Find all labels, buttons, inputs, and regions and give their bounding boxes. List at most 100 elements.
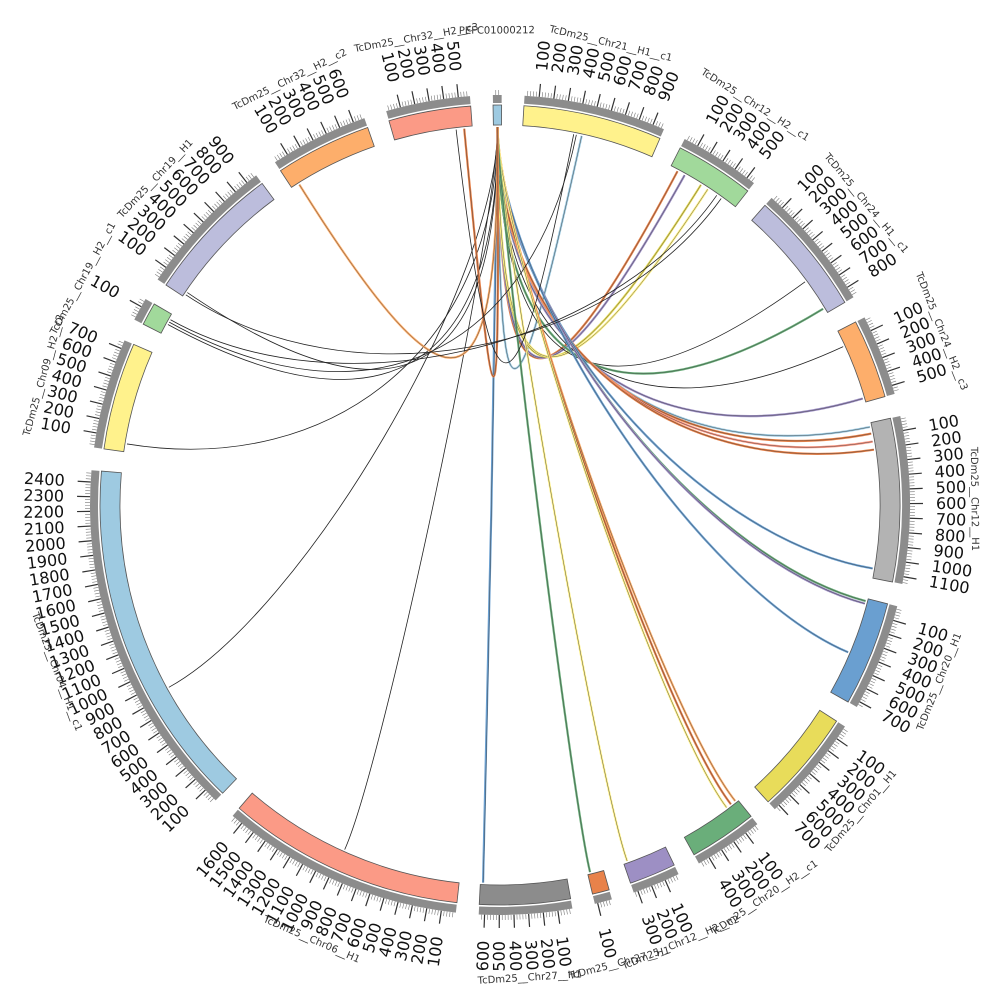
segment-arc[interactable] (522, 105, 661, 158)
major-tick (907, 457, 921, 461)
link-ribbon (187, 127, 498, 370)
minor-tick (890, 377, 896, 381)
major-tick (78, 540, 92, 543)
minor-tick (115, 660, 121, 663)
minor-tick (816, 240, 821, 245)
minor-tick (337, 882, 340, 888)
tick-label: 800 (934, 525, 966, 546)
minor-tick (804, 227, 809, 232)
segment-arc[interactable] (238, 792, 460, 904)
tick-label: 2200 (23, 502, 64, 522)
minor-tick (865, 317, 871, 321)
segment-arc[interactable] (870, 417, 901, 583)
minor-tick (305, 867, 309, 872)
minor-tick (231, 817, 236, 822)
minor-tick (315, 132, 319, 138)
major-tick (244, 832, 254, 844)
tick-label: 700 (935, 510, 966, 530)
link-ribbon-outline (464, 127, 499, 377)
minor-tick (672, 876, 676, 882)
minor-tick (829, 748, 835, 752)
major-tick (664, 879, 672, 893)
minor-tick (257, 837, 261, 842)
major-tick (888, 633, 902, 640)
minor-tick (800, 222, 805, 227)
minor-tick (112, 651, 118, 655)
minor-tick (434, 909, 436, 915)
segment-arc[interactable] (683, 800, 752, 856)
segment-arc[interactable] (837, 321, 886, 403)
minor-tick (233, 819, 238, 824)
segment-scale-band (478, 900, 573, 915)
minor-tick (104, 629, 110, 632)
segment-scale-band (386, 96, 471, 119)
segment-arc[interactable] (165, 182, 275, 297)
minor-tick (136, 702, 141, 706)
segment-arc[interactable] (492, 104, 503, 126)
minor-tick (879, 347, 885, 350)
minor-tick (907, 455, 913, 457)
segment-arc[interactable] (388, 105, 473, 141)
minor-tick (407, 100, 410, 106)
minor-tick (726, 846, 730, 852)
minor-tick (728, 844, 733, 850)
minor-tick (822, 757, 827, 762)
segment-arc[interactable] (587, 870, 610, 895)
tick-label: 100 (87, 271, 123, 302)
minor-tick (811, 771, 816, 775)
tick-label: 300 (932, 444, 964, 466)
link-ribbon-outline (497, 127, 628, 862)
minor-tick (218, 199, 223, 204)
segment-arc[interactable] (142, 303, 173, 334)
minor-tick (886, 642, 891, 645)
minor-tick (113, 354, 118, 357)
segment-name: PEFC01000212 (459, 25, 535, 37)
minor-tick (431, 909, 433, 915)
minor-tick (183, 236, 188, 240)
minor-tick (179, 765, 184, 770)
major-tick (883, 647, 897, 654)
major-tick (226, 181, 236, 193)
minor-tick (565, 95, 567, 101)
segment-arc[interactable] (751, 204, 846, 314)
segment-arc[interactable] (830, 598, 889, 703)
minor-tick (670, 877, 673, 883)
segment-arc[interactable] (623, 846, 675, 884)
minor-tick (362, 891, 365, 897)
minor-tick (796, 218, 801, 223)
minor-tick (172, 249, 177, 254)
minor-tick (118, 340, 124, 344)
minor-tick (214, 203, 219, 208)
tick-label: 400 (505, 940, 525, 971)
segment-arc[interactable] (670, 147, 749, 208)
link-ribbon (496, 127, 686, 359)
minor-tick (823, 250, 828, 254)
minor-tick (889, 375, 895, 378)
segment-arc[interactable] (99, 470, 238, 794)
major-tick (88, 598, 102, 603)
minor-tick (89, 566, 95, 569)
minor-tick (869, 325, 875, 329)
minor-tick (140, 710, 146, 714)
minor-tick (105, 632, 111, 635)
segment-arc[interactable] (103, 343, 153, 453)
major-tick (721, 849, 730, 862)
segment-arc[interactable] (478, 878, 572, 906)
link-ribbon (170, 195, 718, 364)
minor-tick (245, 828, 249, 833)
segment-arc[interactable] (279, 127, 375, 188)
minor-tick (240, 825, 245, 830)
minor-tick (884, 361, 890, 364)
tick-label: 400 (426, 42, 449, 75)
minor-tick (266, 844, 271, 849)
segment-arc[interactable] (754, 709, 838, 803)
minor-tick (865, 691, 870, 694)
minor-tick (110, 646, 116, 649)
minor-tick (541, 92, 543, 98)
major-tick (215, 191, 225, 202)
minor-tick (185, 233, 190, 238)
minor-tick (705, 145, 709, 151)
minor-tick (197, 220, 202, 225)
minor-tick (454, 92, 456, 98)
major-tick (708, 857, 717, 870)
